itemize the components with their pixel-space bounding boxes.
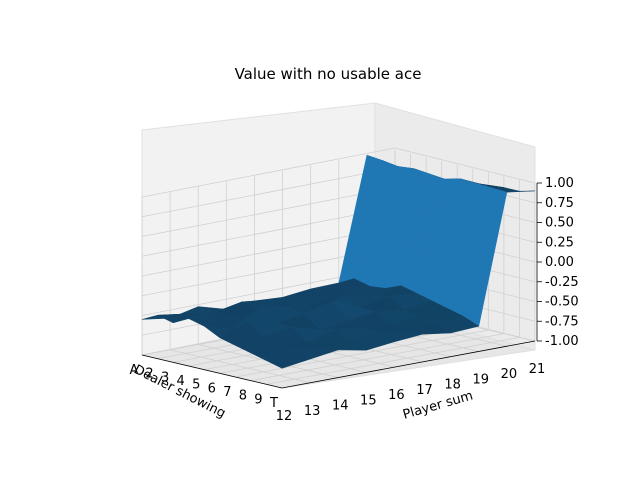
x-tick-label: 6 — [208, 381, 216, 396]
y-tick-label: 15 — [360, 393, 377, 408]
surface — [141, 154, 536, 369]
y-tick-label: 18 — [444, 378, 461, 393]
x-tick-label: T — [269, 396, 278, 411]
tick-labels: A 2 3 4 5 6 7 8 9 T12 13 14 15 16 17 18 19 20 21 1.00 0.75 0.… — [130, 176, 579, 424]
x-tick-label: 7 — [223, 385, 231, 400]
z-tick-label: 0.00 — [545, 255, 574, 270]
z-tick-label: 0.25 — [545, 235, 574, 250]
x-gridline-floor — [250, 333, 504, 382]
x-tick-label: 5 — [192, 378, 200, 393]
x-tick-label: 9 — [254, 392, 262, 407]
surface-patch — [265, 348, 311, 369]
y-tick-label: 19 — [473, 372, 490, 387]
y-gridline-floor — [170, 349, 311, 384]
x-tick-label: A — [130, 363, 139, 378]
chart-title: Value with no usable ace — [235, 65, 422, 83]
z-tick-label: 0.75 — [545, 196, 574, 211]
z-tick-label: -1.00 — [545, 334, 579, 349]
x-axis-line — [141, 354, 283, 389]
x-tick-label: 2 — [145, 367, 153, 382]
y-tick-label: 20 — [501, 367, 518, 382]
y-tick-label: 16 — [388, 388, 405, 403]
y-axis-line — [281, 340, 536, 389]
z-gridline — [141, 147, 536, 198]
y-tick-label: 14 — [332, 399, 349, 414]
x-gridline-floor — [266, 336, 520, 385]
y-tick-label: 21 — [529, 362, 546, 377]
x-tick-label: 8 — [239, 389, 247, 404]
y-tick-label: 13 — [304, 404, 321, 419]
y-tick-label: 12 — [276, 409, 293, 424]
z-tick-label: -0.75 — [545, 314, 579, 329]
z-tick-label: -0.25 — [545, 275, 579, 290]
z-tick-label: -0.50 — [545, 295, 579, 310]
x-tick-label: 4 — [177, 374, 185, 389]
y-tick-label: 17 — [416, 383, 433, 398]
z-tick-label: 0.50 — [545, 216, 574, 231]
x-gridline-floor — [235, 329, 489, 378]
z-tick-label: 1.00 — [545, 176, 574, 191]
x-tick-label: 3 — [161, 370, 169, 385]
